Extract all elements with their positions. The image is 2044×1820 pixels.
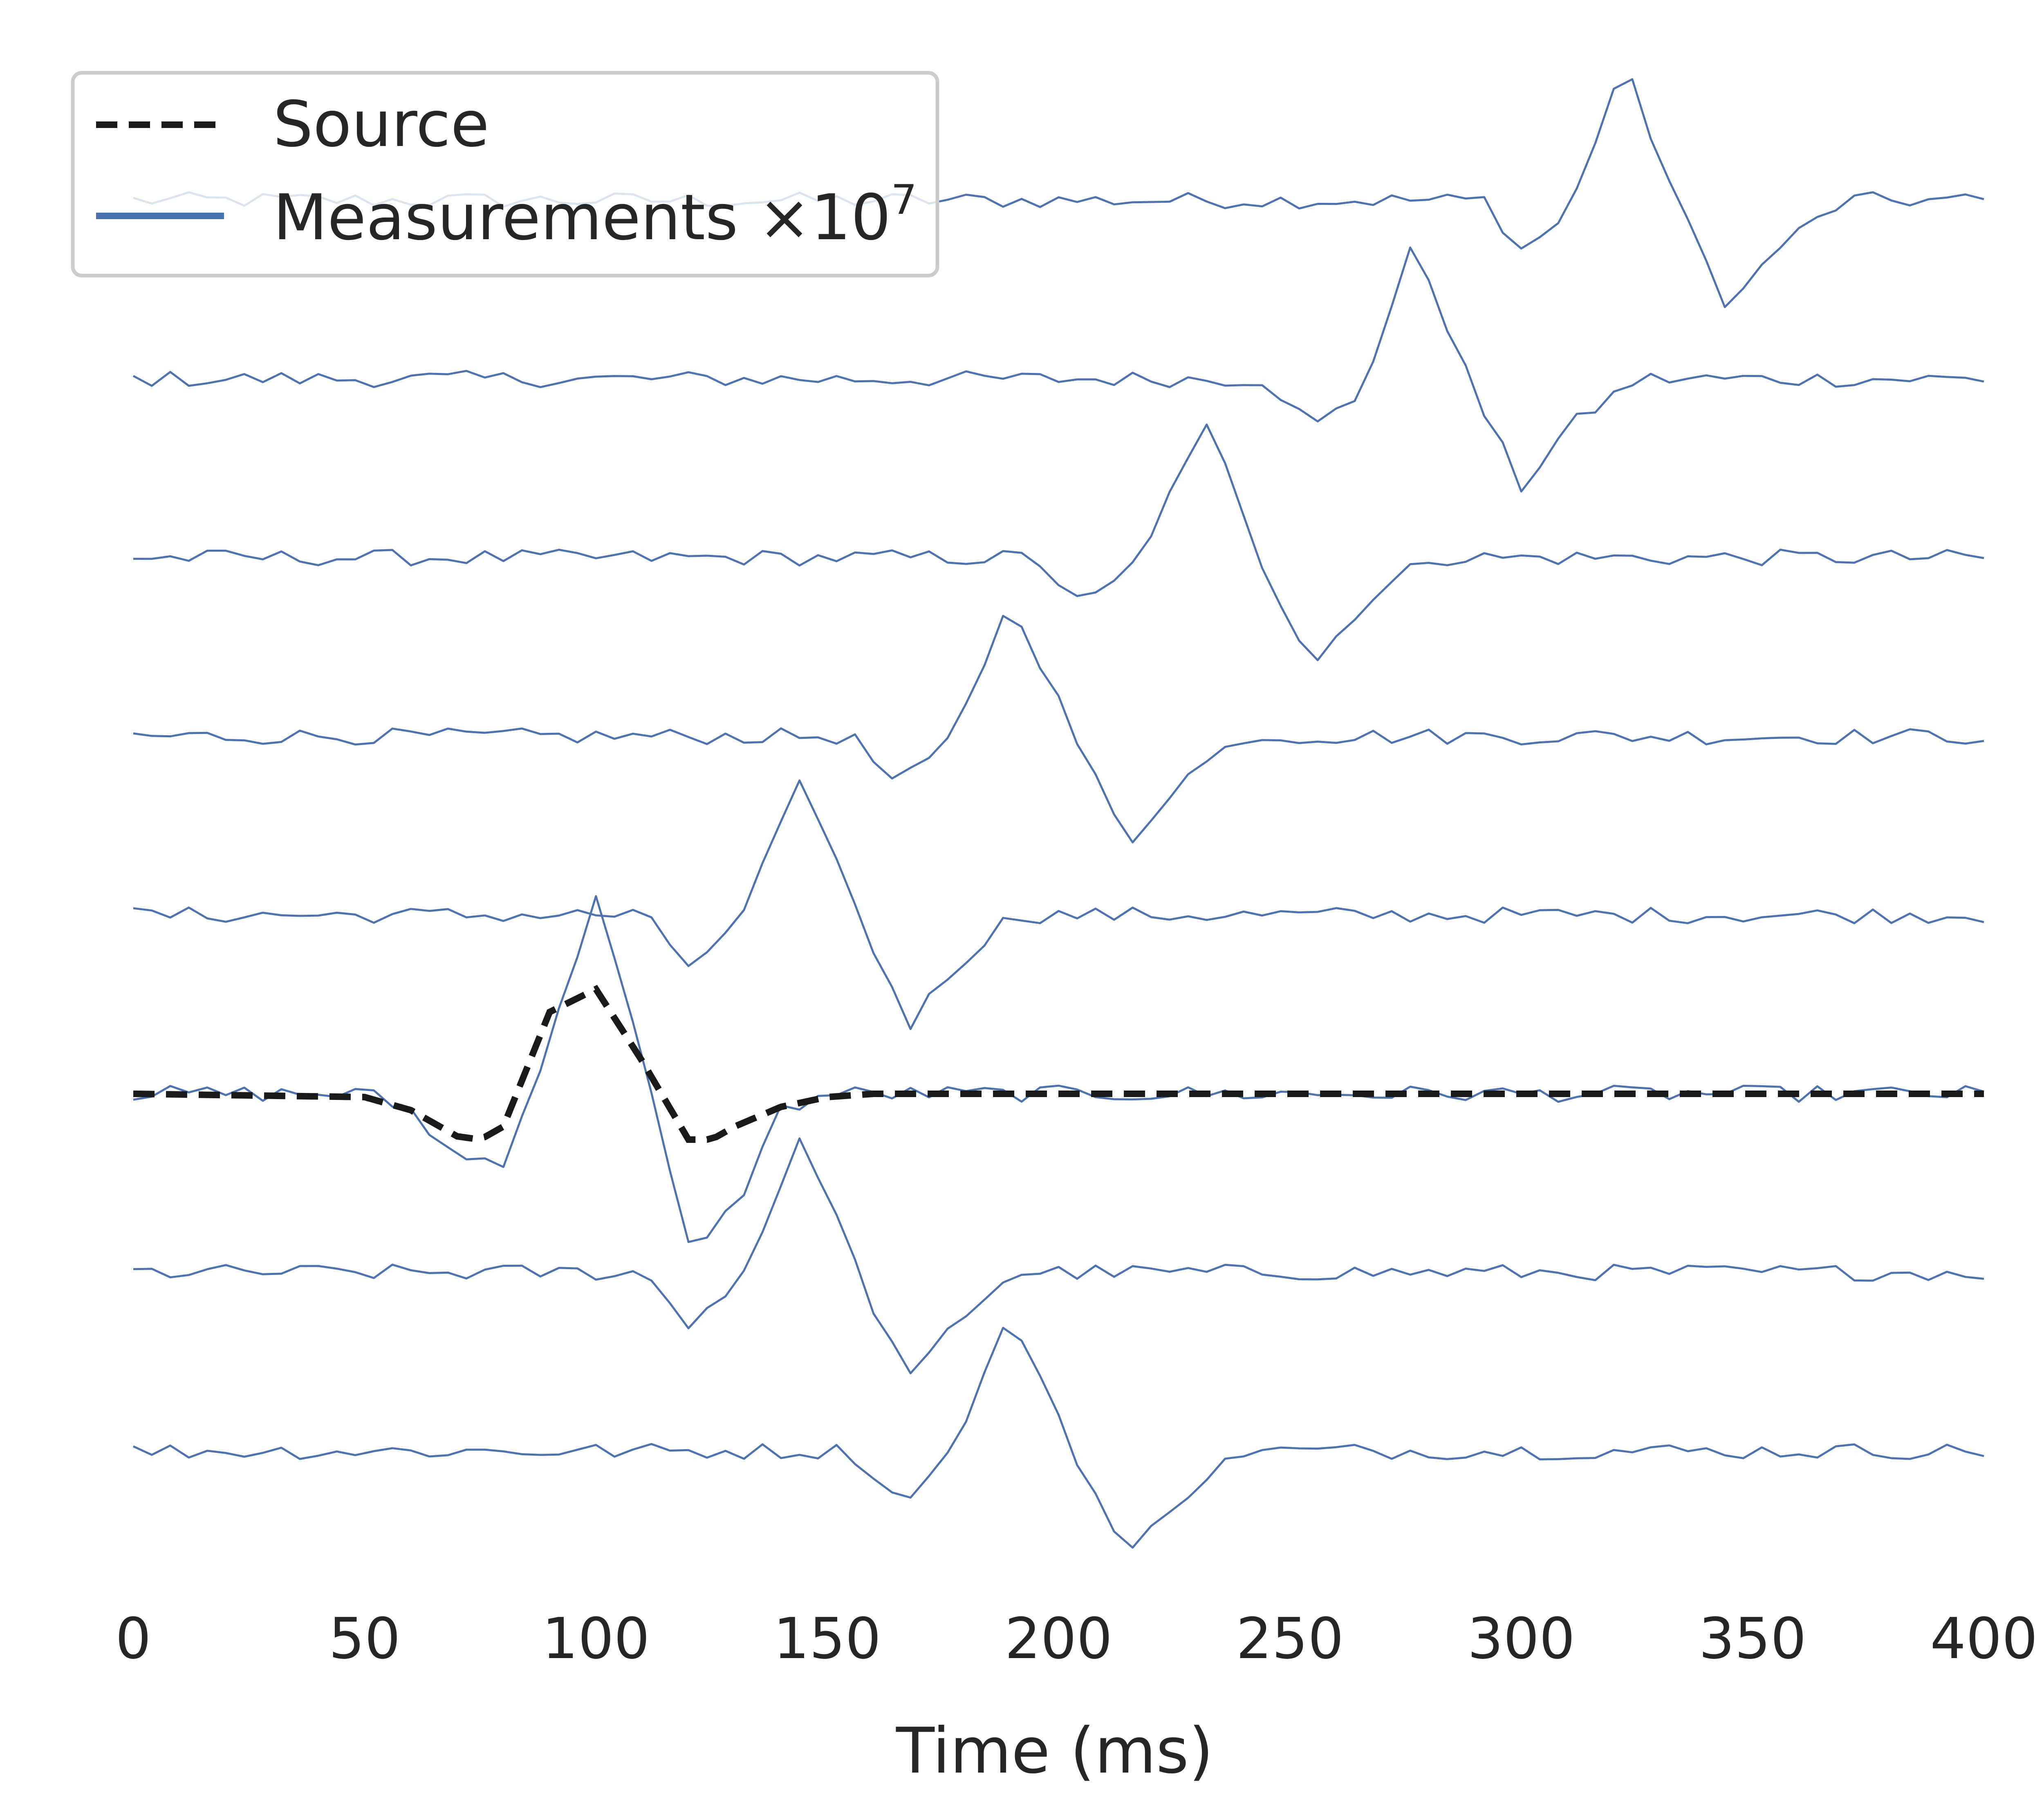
measurement-trace-5 — [133, 779, 1984, 1030]
measurement-trace-3 — [133, 423, 1984, 661]
x-tick-label: 300 — [1468, 1606, 1575, 1672]
x-tick-label: 400 — [1930, 1606, 2037, 1672]
x-tick-label: 100 — [542, 1606, 650, 1672]
legend: Source Measurements ×107 — [71, 71, 939, 278]
legend-measurements-label: Measurements ×107 — [273, 176, 917, 254]
source-curve-group — [133, 985, 1984, 1143]
measurement-trace-8 — [132, 1326, 1984, 1549]
x-tick-label: 200 — [1005, 1606, 1112, 1672]
legend-measurements-exponent: 7 — [891, 176, 917, 224]
legend-frame — [71, 71, 939, 278]
measurement-trace-4 — [133, 615, 1984, 844]
x-tick-label: 350 — [1699, 1606, 1806, 1672]
legend-measurements-text: Measurements ×10 — [273, 181, 891, 254]
x-axis-label: Time (ms) — [896, 1715, 1213, 1788]
x-tick-labels: 0 50 100 150 200 250 300 350 400 — [115, 1606, 2038, 1672]
x-tick-label: 0 — [115, 1606, 151, 1672]
x-tick-label: 150 — [773, 1606, 881, 1672]
x-tick-label: 50 — [329, 1606, 401, 1672]
legend-source-label: Source — [273, 88, 489, 161]
source-curve — [133, 985, 1984, 1143]
x-tick-label: 250 — [1236, 1606, 1344, 1672]
measurement-trace-7 — [133, 1137, 1984, 1374]
measurement-traces — [132, 78, 1984, 1549]
measurement-trace-2 — [132, 246, 1984, 493]
measurement-trace-6 — [133, 895, 1984, 1243]
